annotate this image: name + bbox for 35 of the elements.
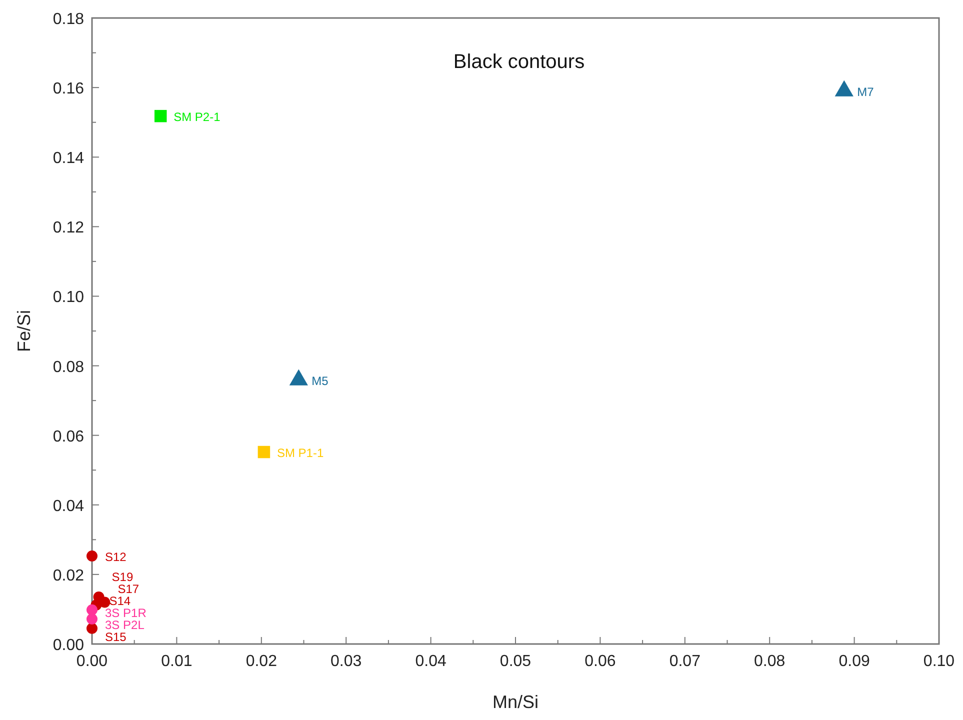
series-label: 3S P2L (105, 618, 145, 632)
series-label: S17 (118, 582, 140, 596)
y-axis-title: Fe/Si (14, 310, 34, 352)
x-tick-label: 0.08 (754, 653, 786, 670)
y-tick-label: 0.12 (52, 220, 84, 237)
series-label: SM P1-1 (276, 446, 324, 460)
y-tick-label: 0.04 (52, 498, 84, 515)
x-tick-label: 0.01 (161, 653, 192, 670)
series-label: S15 (105, 630, 127, 644)
y-tick-label: 0.10 (52, 289, 84, 306)
x-tick-label: 0.02 (246, 653, 278, 670)
y-tick-label: 0.14 (52, 150, 84, 168)
x-axis-title: Mn/Si (492, 692, 539, 712)
series-label: M7 (857, 85, 874, 100)
y-tick-label: 0.02 (52, 567, 84, 584)
x-tick-label: 0.06 (584, 653, 616, 670)
series-label: 3S P1R (105, 606, 147, 620)
x-tick-label: 0.09 (838, 653, 870, 670)
series-label: S12 (105, 550, 127, 564)
series-label: M5 (312, 374, 329, 388)
y-tick-label: 0.16 (52, 80, 84, 98)
x-tick-label: 0.00 (76, 653, 108, 670)
series-label: S19 (112, 570, 134, 584)
y-tick-label: 0.00 (52, 637, 84, 654)
x-tick-label: 0.10 (923, 653, 955, 670)
x-tick-label: 0.03 (330, 653, 362, 670)
y-tick-label: 0.06 (52, 428, 84, 446)
x-tick-label: 0.05 (500, 653, 532, 670)
x-tick-label: 0.04 (415, 653, 446, 670)
y-tick-label: 0.08 (52, 358, 84, 376)
text: Black contours (453, 51, 585, 73)
y-tick-label: 0.18 (52, 11, 84, 28)
series-label: S14 (109, 594, 131, 608)
series-label: SM P2-1 (174, 110, 221, 124)
x-tick-label: 0.07 (669, 653, 701, 670)
